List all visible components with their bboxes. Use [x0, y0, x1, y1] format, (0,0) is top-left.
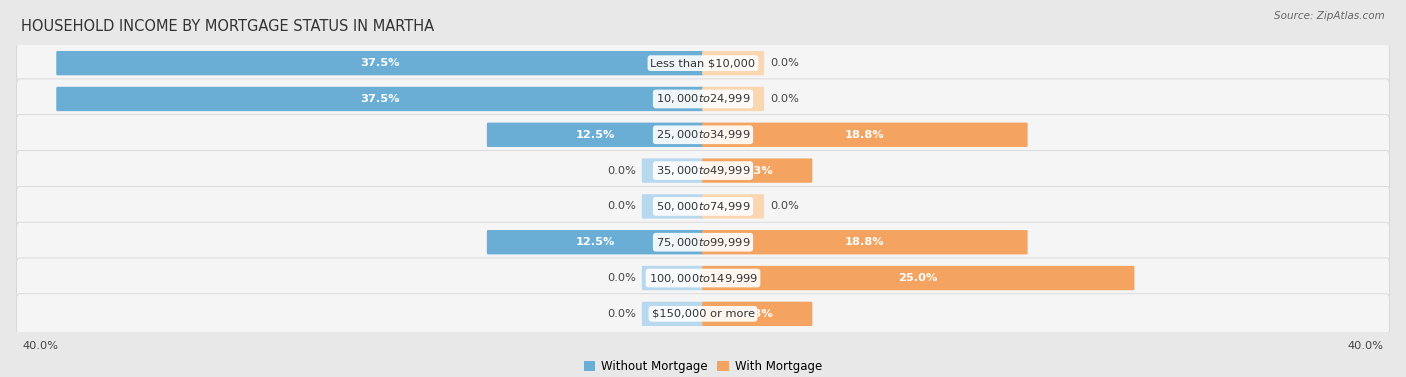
Text: $75,000 to $99,999: $75,000 to $99,999	[655, 236, 751, 249]
FancyBboxPatch shape	[17, 186, 1389, 227]
Text: $10,000 to $24,999: $10,000 to $24,999	[655, 92, 751, 106]
Text: 37.5%: 37.5%	[360, 94, 399, 104]
Text: 18.8%: 18.8%	[845, 237, 884, 247]
Text: HOUSEHOLD INCOME BY MORTGAGE STATUS IN MARTHA: HOUSEHOLD INCOME BY MORTGAGE STATUS IN M…	[21, 19, 434, 34]
Text: $35,000 to $49,999: $35,000 to $49,999	[655, 164, 751, 177]
Text: 25.0%: 25.0%	[898, 273, 938, 283]
FancyBboxPatch shape	[643, 158, 704, 183]
Legend: Without Mortgage, With Mortgage: Without Mortgage, With Mortgage	[579, 355, 827, 377]
Text: 40.0%: 40.0%	[22, 341, 59, 351]
Text: $50,000 to $74,999: $50,000 to $74,999	[655, 200, 751, 213]
Text: 40.0%: 40.0%	[1347, 341, 1384, 351]
FancyBboxPatch shape	[17, 150, 1389, 191]
FancyBboxPatch shape	[702, 158, 813, 183]
Text: 0.0%: 0.0%	[607, 166, 636, 176]
FancyBboxPatch shape	[702, 87, 763, 111]
Text: Source: ZipAtlas.com: Source: ZipAtlas.com	[1274, 11, 1385, 21]
FancyBboxPatch shape	[702, 123, 1028, 147]
FancyBboxPatch shape	[17, 222, 1389, 262]
FancyBboxPatch shape	[702, 51, 763, 75]
FancyBboxPatch shape	[702, 266, 1135, 290]
Text: $25,000 to $34,999: $25,000 to $34,999	[655, 128, 751, 141]
FancyBboxPatch shape	[486, 123, 704, 147]
Text: 12.5%: 12.5%	[575, 237, 614, 247]
FancyBboxPatch shape	[702, 194, 763, 219]
Text: 0.0%: 0.0%	[770, 94, 799, 104]
FancyBboxPatch shape	[702, 230, 1028, 254]
Text: 0.0%: 0.0%	[770, 201, 799, 211]
FancyBboxPatch shape	[486, 230, 704, 254]
FancyBboxPatch shape	[17, 115, 1389, 155]
Text: 6.3%: 6.3%	[741, 309, 773, 319]
Text: $100,000 to $149,999: $100,000 to $149,999	[648, 271, 758, 285]
Text: 0.0%: 0.0%	[607, 201, 636, 211]
FancyBboxPatch shape	[17, 258, 1389, 298]
FancyBboxPatch shape	[702, 302, 813, 326]
FancyBboxPatch shape	[643, 302, 704, 326]
FancyBboxPatch shape	[17, 43, 1389, 83]
FancyBboxPatch shape	[643, 194, 704, 219]
Text: 0.0%: 0.0%	[770, 58, 799, 68]
Text: 18.8%: 18.8%	[845, 130, 884, 140]
Text: 0.0%: 0.0%	[607, 309, 636, 319]
FancyBboxPatch shape	[17, 294, 1389, 334]
Text: 12.5%: 12.5%	[575, 130, 614, 140]
Text: 37.5%: 37.5%	[360, 58, 399, 68]
FancyBboxPatch shape	[643, 266, 704, 290]
Text: 6.3%: 6.3%	[741, 166, 773, 176]
Text: $150,000 or more: $150,000 or more	[651, 309, 755, 319]
Text: 0.0%: 0.0%	[607, 273, 636, 283]
FancyBboxPatch shape	[56, 87, 704, 111]
FancyBboxPatch shape	[56, 51, 704, 75]
FancyBboxPatch shape	[17, 79, 1389, 119]
Text: Less than $10,000: Less than $10,000	[651, 58, 755, 68]
